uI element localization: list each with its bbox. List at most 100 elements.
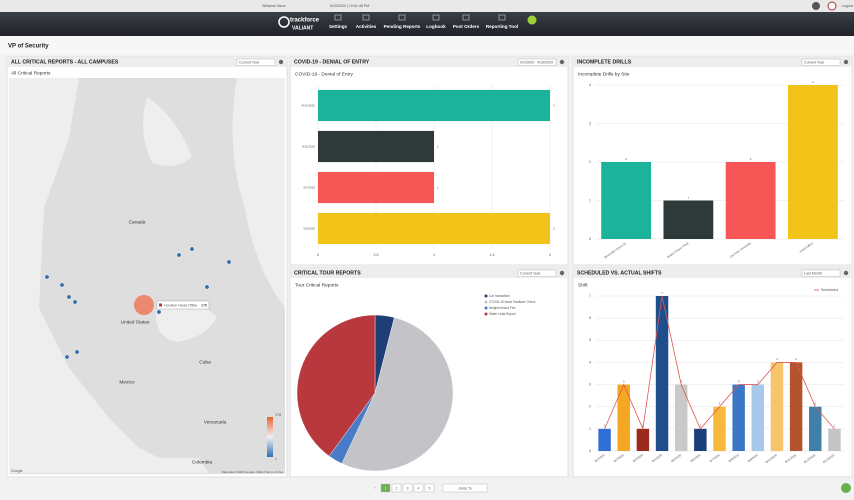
x-tick-label: 8/2/2020	[613, 453, 625, 463]
page-button[interactable]	[424, 483, 435, 493]
icon[interactable]	[827, 1, 837, 11]
bar	[318, 171, 434, 204]
x-tick-label: 8/8/2020	[728, 453, 740, 463]
map-marker[interactable]	[189, 246, 195, 252]
filter-box[interactable]	[517, 269, 557, 277]
legend-bar	[267, 417, 273, 457]
x-tick-label: 8/13/2020	[822, 453, 835, 464]
y-tick-label: 4	[589, 360, 591, 364]
x-tick-label: 8/11/2020	[784, 453, 797, 464]
bar	[694, 428, 707, 451]
filter-box[interactable]	[517, 58, 557, 66]
panel-header	[573, 57, 852, 67]
map-label: Mexico	[119, 379, 135, 385]
data-label: 1	[437, 185, 439, 189]
map-label: Cuba	[199, 359, 211, 365]
logout[interactable]: Logout	[842, 4, 853, 8]
data-label: 2	[719, 402, 721, 406]
nav-icon[interactable]	[398, 14, 406, 21]
nav-icon[interactable]	[498, 14, 506, 21]
data-label: 4	[776, 357, 778, 361]
nav-item[interactable]: Settings	[329, 24, 348, 29]
map-marker[interactable]	[204, 284, 210, 290]
data-label: 1	[700, 424, 702, 428]
page-prev[interactable]: ‹	[374, 486, 376, 490]
settings-icon[interactable]	[559, 59, 565, 65]
page-number[interactable]: 2	[396, 486, 398, 490]
icon[interactable]	[812, 2, 820, 10]
page-number[interactable]: 3	[407, 486, 409, 490]
x-tick-label: 8/6/2020	[690, 453, 702, 463]
filter[interactable]: Current Year	[804, 60, 825, 64]
x-tick-label: 0.5	[374, 253, 379, 257]
filter-box[interactable]	[801, 58, 841, 66]
data-label: 3	[738, 379, 740, 383]
settings-icon[interactable]	[843, 270, 849, 276]
filter[interactable]: Current Year	[520, 271, 541, 275]
tooltip-swatch	[159, 303, 162, 307]
data-label: 3	[757, 379, 759, 383]
page-button[interactable]	[380, 483, 391, 493]
y-tick-label: 0	[589, 449, 591, 453]
bar	[828, 428, 841, 451]
bar	[713, 406, 726, 451]
nav-icon[interactable]	[334, 14, 342, 21]
filter[interactable]: Last Month	[804, 271, 822, 275]
marker-value: 178	[201, 303, 207, 307]
panel-title: CRITICAL TOUR REPORTS	[294, 271, 361, 277]
legend-label: Neighborhood Fire	[489, 306, 516, 310]
map-marker[interactable]	[64, 354, 70, 360]
data-label: 2	[553, 103, 555, 107]
filter[interactable]: 9/1/2020 - 9/15/2020	[520, 60, 553, 64]
map-marker[interactable]	[74, 349, 80, 355]
settings-icon[interactable]	[843, 59, 849, 65]
settings-icon[interactable]	[559, 270, 565, 276]
map-marker[interactable]	[66, 294, 72, 300]
nav-item[interactable]: Post Orders	[453, 24, 480, 29]
page-button[interactable]	[413, 483, 424, 493]
page-button[interactable]	[391, 483, 402, 493]
map-marker[interactable]	[72, 299, 78, 305]
map-marker[interactable]	[44, 274, 50, 280]
page-number[interactable]: 5	[429, 486, 431, 490]
settings-icon[interactable]	[278, 59, 284, 65]
nav-icon[interactable]	[362, 14, 370, 21]
map-marker[interactable]	[176, 252, 182, 258]
map-marker-large[interactable]	[134, 295, 154, 315]
data-label: 2	[750, 157, 752, 161]
map-marker[interactable]	[59, 282, 65, 288]
page-number[interactable]: 4	[418, 486, 420, 490]
x-tick-label: 8/4/2020	[651, 453, 663, 463]
x-tick-label: 8/9/2020	[747, 453, 759, 463]
map-marker[interactable]	[156, 309, 162, 315]
help-icon[interactable]	[841, 483, 851, 493]
page-button[interactable]	[402, 483, 413, 493]
nav-item[interactable]: Reporting Tool	[486, 24, 518, 29]
bar	[725, 162, 776, 239]
nav-icon[interactable]	[432, 14, 440, 21]
page-number[interactable]: 1	[385, 486, 387, 490]
y-tick-label: 9/7/2020	[303, 185, 315, 189]
jump-to[interactable]: Jump To	[458, 486, 472, 490]
filter-box[interactable]	[236, 58, 276, 66]
x-tick-label: 0	[317, 253, 319, 257]
attribution: Google	[11, 469, 23, 473]
x-tick-label: 1	[433, 253, 435, 257]
filter-box[interactable]	[801, 269, 841, 277]
jump-box[interactable]	[442, 483, 488, 493]
data-label: 1	[834, 424, 836, 428]
panel-header	[290, 57, 568, 67]
legend-swatch	[484, 312, 488, 316]
data-label: 7	[661, 291, 663, 295]
filter[interactable]: Current Year	[239, 60, 260, 64]
status-icon[interactable]	[527, 15, 537, 25]
chart-title: Shift	[578, 282, 588, 288]
bar	[617, 384, 630, 451]
nav-item[interactable]: Logbook	[426, 24, 446, 29]
map-marker[interactable]	[226, 259, 232, 265]
bar	[655, 296, 669, 451]
nav-icon[interactable]	[462, 14, 470, 21]
x-tick-label: 1.5	[490, 253, 495, 257]
nav-item[interactable]: Activities	[356, 24, 377, 29]
nav-item[interactable]: Pending Reports	[384, 24, 421, 29]
